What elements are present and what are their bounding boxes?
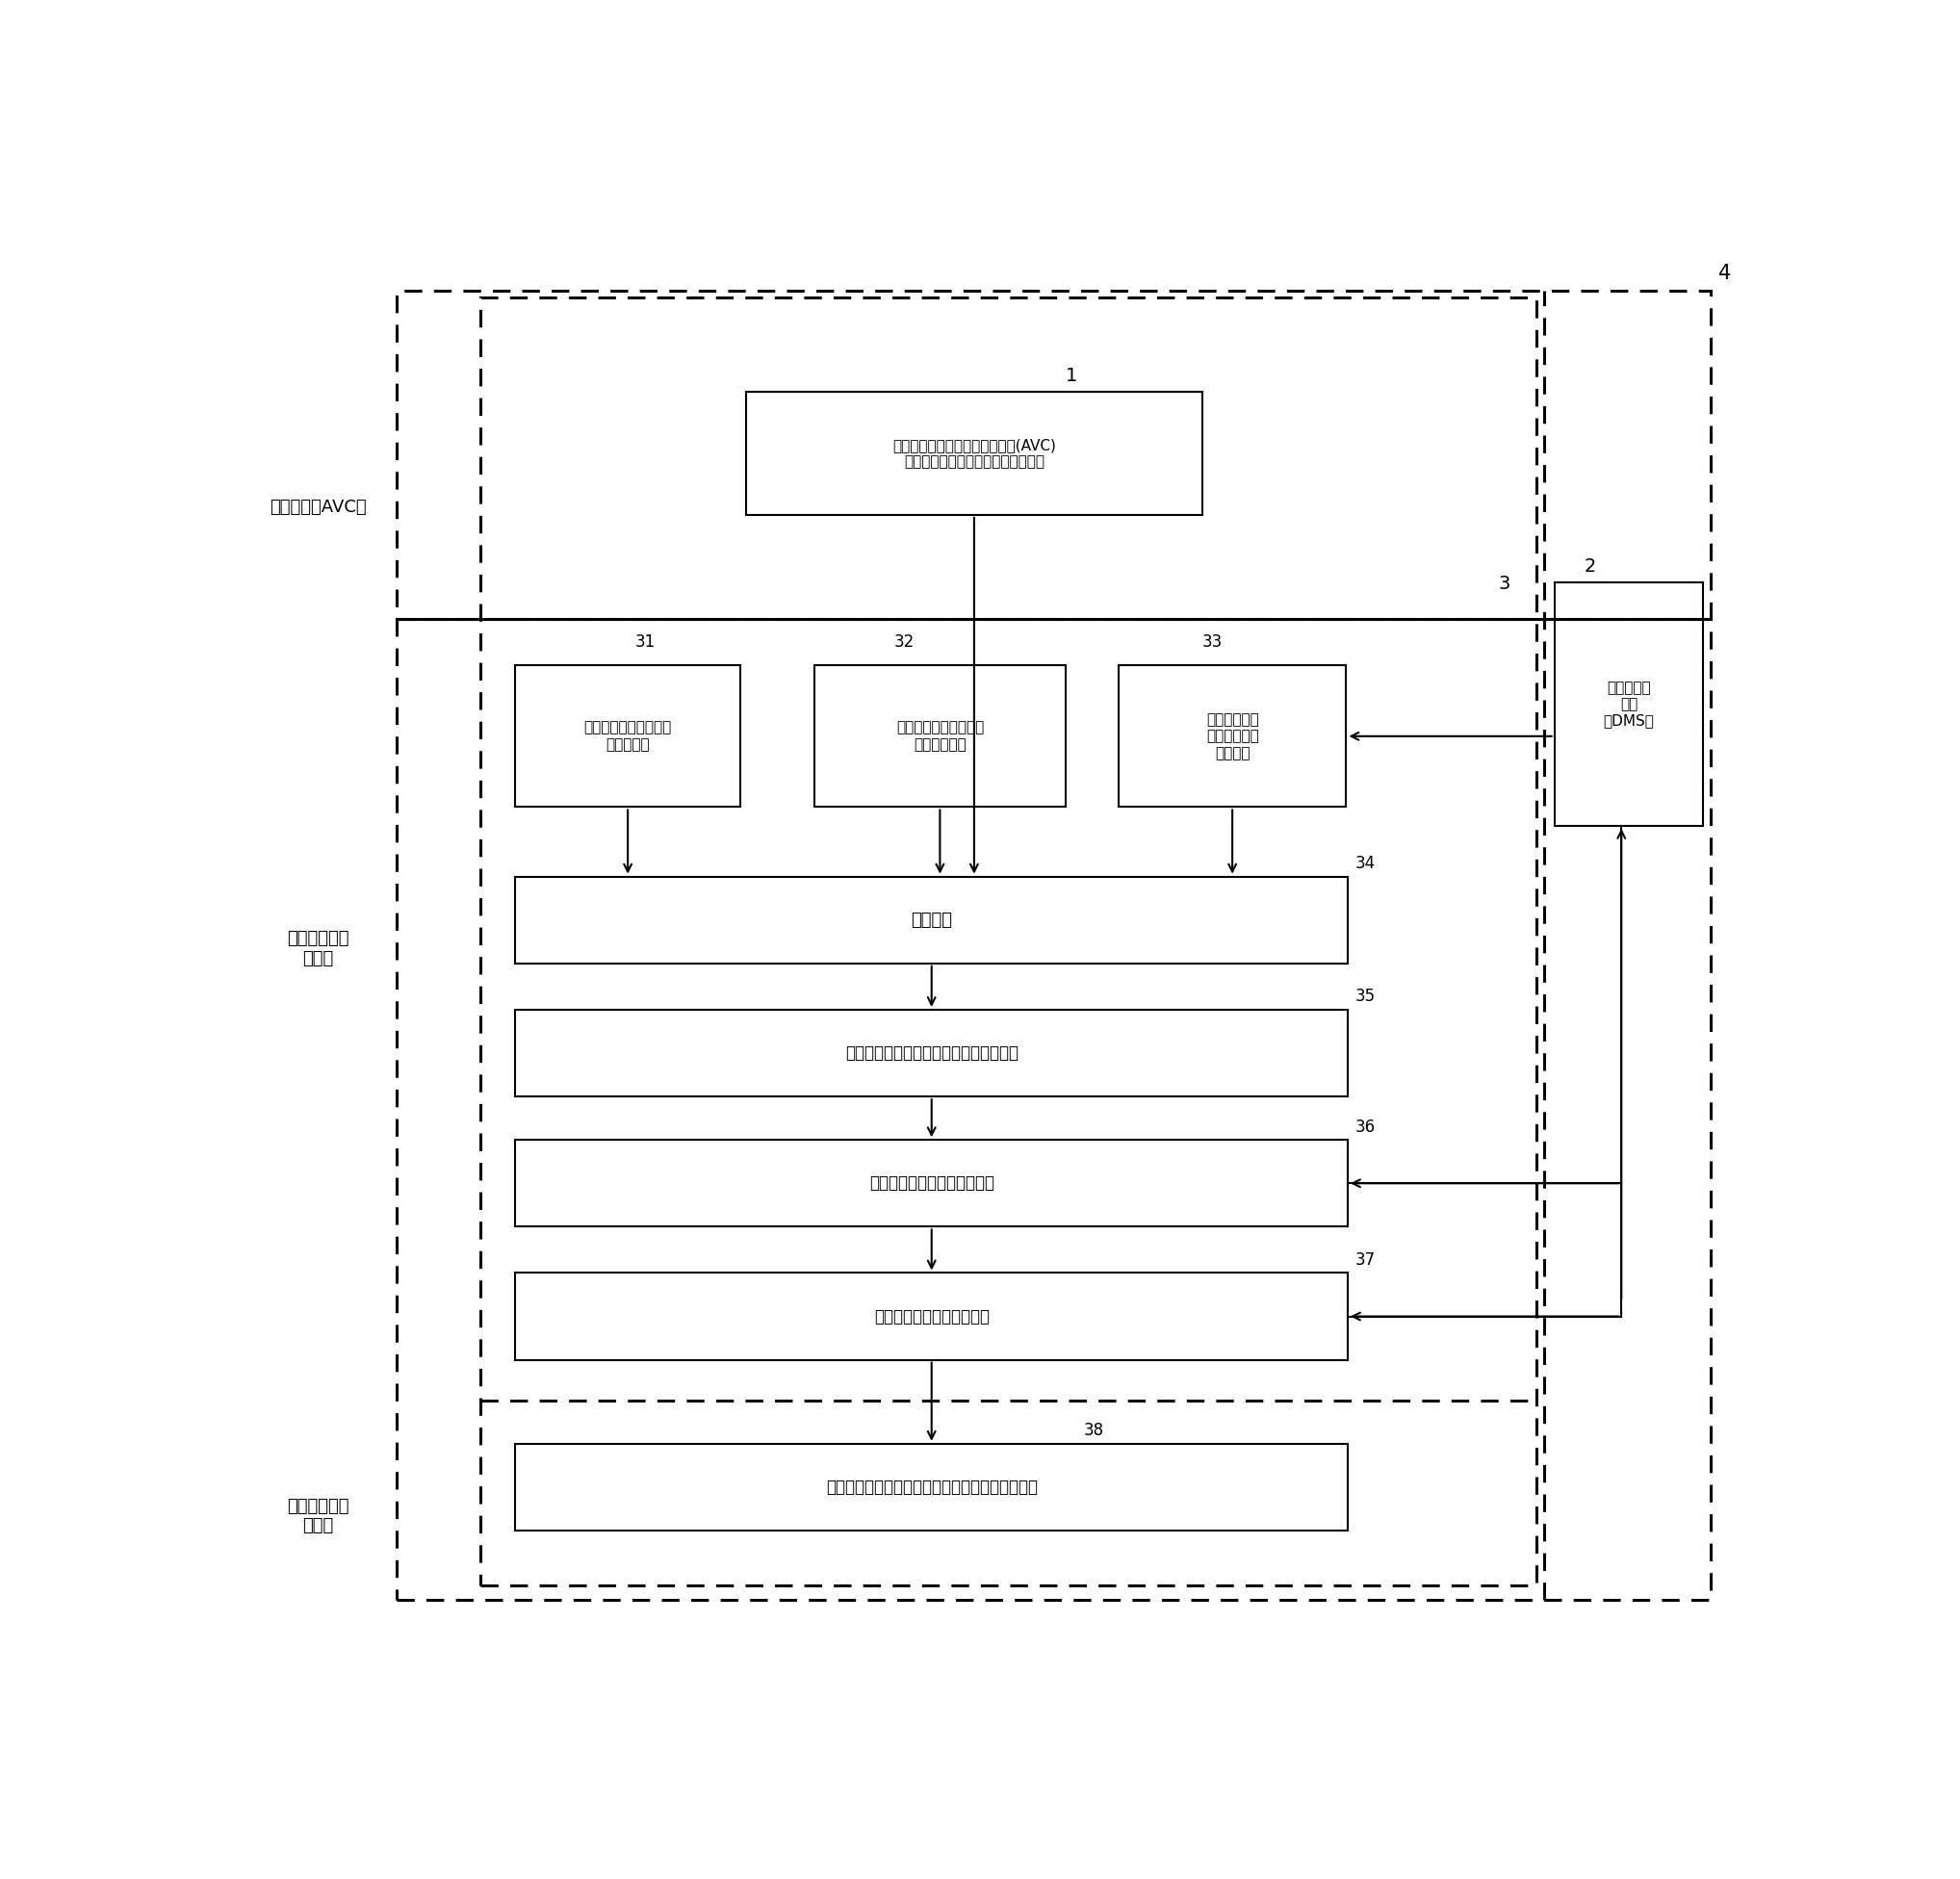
Bar (815, 665, 1066, 808)
Text: 调度人员配电网无功补
偿操作模块: 调度人员配电网无功补 偿操作模块 (584, 722, 672, 752)
Text: 电网主系统AVC层: 电网主系统AVC层 (269, 500, 367, 517)
Text: 命令接口: 命令接口 (911, 911, 953, 928)
Bar (480, 299, 1537, 1586)
Text: 配电网自动化
终端层: 配电网自动化 终端层 (286, 1498, 349, 1535)
Bar (515, 665, 741, 808)
Text: 配电网无功自适应补偿
计算命令模块: 配电网无功自适应补偿 计算命令模块 (896, 722, 984, 752)
Bar (1554, 582, 1703, 827)
Text: 37: 37 (1356, 1251, 1376, 1268)
Text: 配电网自动化
主站层: 配电网自动化 主站层 (286, 930, 349, 968)
Text: 配电网低压变自动化监控终端及无功补偿一体化柜: 配电网低压变自动化监控终端及无功补偿一体化柜 (825, 1479, 1037, 1496)
Bar (515, 1443, 1348, 1531)
Text: 31: 31 (635, 633, 657, 650)
Text: 电网主系统的自动电压控制系统(AVC)
对配电网无功补偿命令的生成与下达: 电网主系统的自动电压控制系统(AVC) 对配电网无功补偿命令的生成与下达 (892, 438, 1056, 470)
Text: 1: 1 (1066, 366, 1078, 385)
Text: 2: 2 (1584, 558, 1595, 575)
Text: 35: 35 (1356, 988, 1376, 1005)
Text: 33: 33 (1201, 633, 1223, 650)
Text: 配电网无功补偿命令分解模块: 配电网无功补偿命令分解模块 (868, 1174, 994, 1191)
Bar (1119, 665, 1347, 808)
Text: 38: 38 (1084, 1422, 1103, 1439)
Bar (747, 393, 1201, 515)
Bar (396, 291, 1711, 1601)
Text: 配电网无功补偿及三遥接口: 配电网无功补偿及三遥接口 (874, 1308, 990, 1325)
Text: 4: 4 (1719, 265, 1731, 284)
Bar (515, 876, 1348, 964)
Text: 34: 34 (1356, 855, 1376, 872)
Text: 配电网管理
系统
（DMS）: 配电网管理 系统 （DMS） (1603, 680, 1654, 729)
Text: 3: 3 (1497, 575, 1509, 594)
Text: 配电网无功补偿控制命令优先级策略模块: 配电网无功补偿控制命令优先级策略模块 (845, 1045, 1019, 1062)
Text: 36: 36 (1356, 1118, 1376, 1135)
Bar (515, 1009, 1348, 1097)
Text: 配电网自动化
终端分组结定
策略模块: 配电网自动化 终端分组结定 策略模块 (1205, 712, 1258, 761)
Text: 32: 32 (894, 633, 915, 650)
Bar (515, 1141, 1348, 1227)
Bar (515, 1272, 1348, 1360)
